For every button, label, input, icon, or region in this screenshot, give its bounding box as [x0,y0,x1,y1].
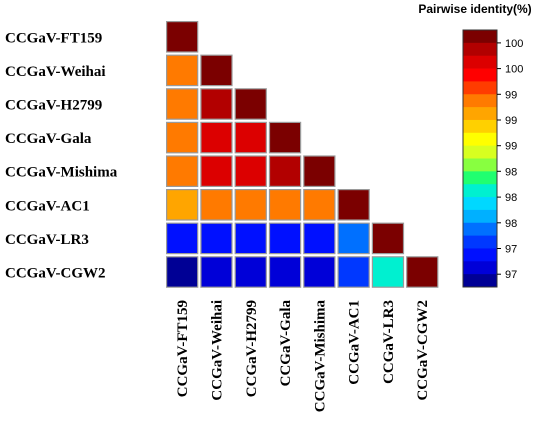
heatmap-cell-2-1 [200,88,233,120]
colorbar-swatch [463,274,497,288]
colorbar-swatch [463,158,497,172]
colorbar-tick-label: 98 [505,218,517,230]
heatmap-cell-3-1 [200,121,233,154]
colorbar-swatch [463,209,497,224]
heatmap-cell-7-1 [200,256,233,288]
row-label: CCGaV-Mishima [5,165,118,181]
column-label: CCGaV-Weihai [210,300,226,401]
colorbar-swatch [463,235,497,249]
heatmap-cell-7-6 [371,256,405,288]
colorbar-swatch [463,197,497,211]
column-label: CCGaV-H2799 [244,300,260,397]
colorbar-swatch [463,30,497,44]
row-label: CCGaV-H2799 [5,98,102,114]
heatmap-cell-7-2 [234,256,267,288]
heatmap-cell-6-3 [268,222,302,255]
heatmap-cell-4-1 [200,155,233,187]
colorbar-tick-label: 97 [505,269,517,281]
row-label: CCGaV-LR3 [5,232,89,248]
heatmap-cell-7-0 [166,256,199,288]
heatmap-cell-7-4 [303,256,336,288]
row-label: CCGaV-Gala [5,131,92,147]
heatmap-cell-5-1 [200,189,233,221]
colorbar-tick-label: 100 [505,64,523,76]
colorbar-tick-label: 97 [505,244,517,256]
heatmap-cell-4-0 [166,155,199,187]
heatmap-cell-7-5 [337,256,370,288]
column-label: CCGaV-FT159 [175,300,191,397]
heatmap-cell-7-7 [406,256,439,288]
column-label: CCGaV-CGW2 [415,300,431,401]
heatmap-cell-2-2 [234,88,267,120]
colorbar-swatch [463,248,497,262]
heatmap-cells [166,21,439,288]
colorbar-swatch [463,42,497,57]
heatmap-cell-4-3 [268,155,302,187]
column-label: CCGaV-Gala [278,300,294,387]
colorbar-tick-label: 98 [505,166,517,178]
heatmap-cell-1-0 [166,54,199,87]
row-labels: CCGaV-FT159 CCGaV-Weihai CCGaV-H2799 CCGaV-… [5,30,118,281]
heatmap-cell-1-1 [200,54,233,87]
heatmap-cell-6-2 [234,222,267,255]
heatmap-cell-5-0 [166,189,199,221]
colorbar-swatch [463,68,497,82]
heatmap-cell-6-6 [371,222,405,255]
row-label: CCGaV-FT159 [5,30,102,46]
colorbar-swatches [462,29,498,288]
colorbar-tick-label: 99 [505,115,517,127]
colorbar-swatch [463,94,497,108]
colorbar-swatch [463,171,497,185]
colorbar-swatch [463,222,497,236]
column-label: CCGaV-AC1 [347,300,363,385]
colorbar-legend: Pairwise identity(%) 100 100 99 99 99 98 98 98 9… [418,2,532,288]
colorbar-ticks: 100 100 99 99 99 98 98 98 97 97 [497,38,523,281]
heatmap-cell-3-0 [166,121,199,154]
colorbar-tick-label: 99 [505,141,517,153]
colorbar-title: Pairwise identity(%) [418,2,531,16]
colorbar-swatch [463,132,497,147]
heatmap-cell-3-3 [268,121,302,154]
heatmap-cell-5-5 [337,189,370,221]
colorbar-border [462,29,498,288]
heatmap-cell-7-3 [268,256,302,288]
colorbar-swatch [463,81,497,95]
colorbar-tick-label: 98 [505,192,517,204]
row-label: CCGaV-AC1 [5,198,90,214]
colorbar-swatch [463,119,497,134]
heatmap-cell-3-2 [234,121,267,154]
row-label: CCGaV-CGW2 [5,266,106,282]
row-label: CCGaV-Weihai [5,64,106,80]
heatmap-cell-5-3 [268,189,302,221]
heatmap-cell-6-1 [200,222,233,255]
column-labels: CCGaV-FT159 CCGaV-Weihai CCGaV-H2799 CCGaV-… [175,300,431,413]
column-label: CCGaV-LR3 [381,300,397,384]
colorbar-swatch [463,184,497,198]
heatmap-cell-2-0 [166,88,199,120]
heatmap-cell-0-0 [166,21,199,53]
colorbar-tick-label: 100 [505,38,523,50]
colorbar-tick-label: 99 [505,89,517,101]
heatmap-cell-6-0 [166,222,199,255]
heatmap-cell-6-5 [337,222,370,255]
heatmap-cell-5-4 [303,189,336,221]
colorbar-swatch [463,107,497,121]
colorbar-swatch [463,55,497,69]
heatmap-cell-5-2 [234,189,267,221]
colorbar-swatch [463,261,497,275]
colorbar-swatch [463,145,497,159]
column-label: CCGaV-Mishima [312,300,328,413]
heatmap-cell-4-4 [303,155,336,187]
heatmap-cell-6-4 [303,222,336,255]
heatmap-cell-4-2 [234,155,267,187]
